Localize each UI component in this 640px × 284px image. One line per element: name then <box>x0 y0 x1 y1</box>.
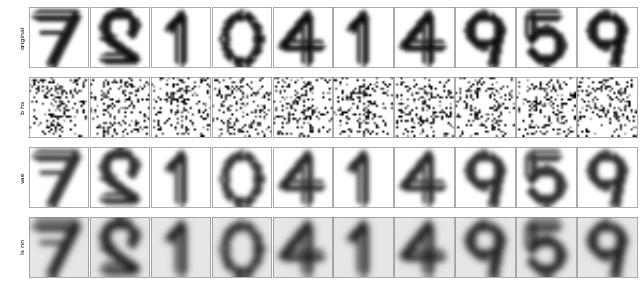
Text: ls nn: ls nn <box>20 239 26 254</box>
Text: original: original <box>20 25 26 49</box>
Text: vae: vae <box>20 171 26 183</box>
Text: b hs: b hs <box>20 101 26 114</box>
